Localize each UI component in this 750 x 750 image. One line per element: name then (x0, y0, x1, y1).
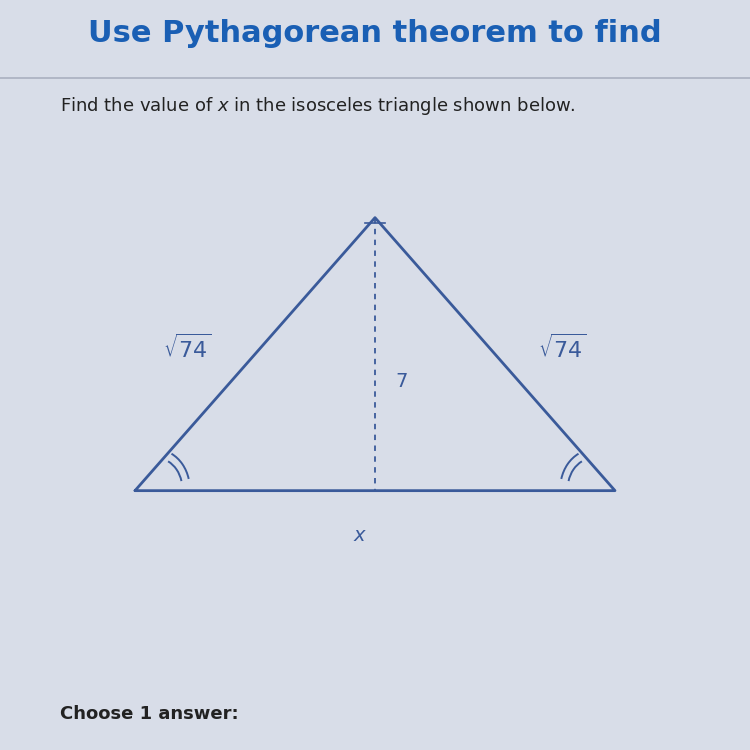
Text: Use Pythagorean theorem to find: Use Pythagorean theorem to find (88, 20, 662, 48)
Text: 7: 7 (395, 372, 407, 391)
Text: Choose 1 answer:: Choose 1 answer: (60, 705, 238, 723)
Text: $\sqrt{74}$: $\sqrt{74}$ (538, 333, 586, 362)
Text: $\sqrt{74}$: $\sqrt{74}$ (164, 333, 211, 362)
Text: $x$: $x$ (353, 526, 367, 544)
Text: Find the value of $x$ in the isosceles triangle shown below.: Find the value of $x$ in the isosceles t… (60, 94, 575, 117)
